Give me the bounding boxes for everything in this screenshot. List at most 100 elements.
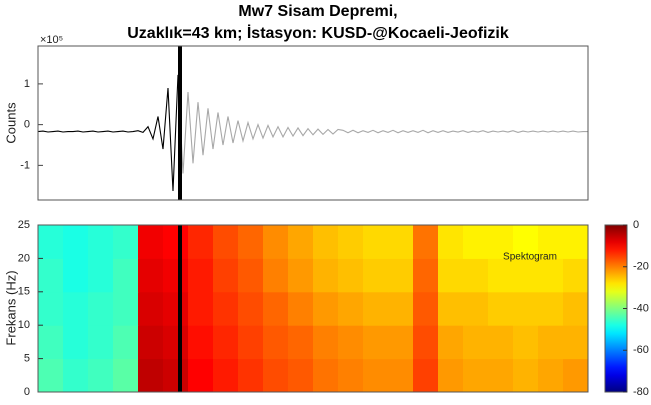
heatmap-cell [488, 325, 514, 360]
heatmap-cell [288, 325, 314, 360]
axes-box [37, 224, 589, 393]
heatmap-cell [563, 325, 589, 360]
heatmap-cell [313, 225, 339, 259]
heatmap-cell [63, 291, 89, 326]
heatmap-cell [238, 358, 264, 393]
y-axis-label: Frekans (Hz) [3, 270, 18, 345]
heatmap-cell [63, 358, 89, 393]
heatmap-cell [88, 325, 114, 360]
heatmap-cell [238, 325, 264, 360]
heatmap-cell [513, 291, 539, 326]
colorbar-tick-label: -60 [633, 344, 649, 356]
y-tick-label: 25 [18, 219, 30, 231]
heatmap-cell [238, 291, 264, 326]
heatmap-cell [213, 225, 239, 259]
heatmap-cell [363, 358, 389, 393]
heatmap-cell [513, 258, 539, 293]
heatmap-cell [438, 225, 464, 259]
heatmap-cell [488, 258, 514, 293]
y-tick-label: 0 [24, 119, 30, 131]
y-tick-label: 0 [24, 386, 30, 398]
heatmap-cell [188, 325, 214, 360]
heatmap-cell [138, 225, 164, 259]
plot-area [38, 46, 588, 200]
heatmap-cell [563, 358, 589, 393]
heatmap-cell [213, 358, 239, 393]
heatmap-cell [313, 258, 339, 293]
heatmap-cell [388, 325, 414, 360]
heatmap-cell [88, 358, 114, 393]
y-tick-label: 15 [18, 286, 30, 298]
heatmap-cell [363, 225, 389, 259]
heatmap-cell [38, 325, 64, 360]
heatmap-cell [288, 358, 314, 393]
heatmap-cell [163, 291, 189, 326]
heatmap-cell [538, 291, 564, 326]
heatmap-cell [263, 291, 289, 326]
chart-title: Mw7 Sisam Depremi, [238, 3, 397, 20]
heatmap-cell [138, 358, 164, 393]
annotation: Spektogram [503, 252, 557, 263]
heatmap-cell [38, 358, 64, 393]
colorbar-tick-label: -40 [633, 302, 649, 314]
colorbar-tick-label: -80 [633, 386, 649, 398]
heatmap-cell [263, 358, 289, 393]
heatmap-cell [463, 291, 489, 326]
heatmap-cell [213, 291, 239, 326]
heatmap-cell [163, 258, 189, 293]
heatmap-cell [538, 358, 564, 393]
heatmap-cell [338, 325, 364, 360]
heatmap-cell [538, 258, 564, 293]
heatmap-cell [513, 225, 539, 259]
heatmap-cell [263, 325, 289, 360]
heatmap-cell [338, 225, 364, 259]
heatmap-cell [288, 291, 314, 326]
heatmap-cell [488, 225, 514, 259]
heatmap-cell [538, 325, 564, 360]
waveform [177, 74, 588, 174]
heatmap-cell [88, 225, 114, 259]
heatmap-cell [113, 291, 139, 326]
heatmap-cell [338, 258, 364, 293]
heatmap-cell [63, 325, 89, 360]
heatmap-cell [488, 291, 514, 326]
heatmap-cell [563, 225, 589, 259]
heatmap-cell [313, 291, 339, 326]
y-tick-label: -1 [20, 159, 30, 171]
heatmap-cell [438, 325, 464, 360]
heatmap-cell [413, 358, 439, 393]
heatmap-cell [563, 258, 589, 293]
heatmap-cell [563, 291, 589, 326]
heatmap-cell [463, 225, 489, 259]
heatmap-cell [513, 358, 539, 393]
heatmap-cell [63, 225, 89, 259]
waveform [37, 74, 179, 192]
heatmap-cell [363, 258, 389, 293]
heatmap-cell [88, 291, 114, 326]
heatmap-cell [238, 258, 264, 293]
heatmap-cell [113, 258, 139, 293]
heatmap-cell [463, 358, 489, 393]
y-axis-label: Counts [3, 102, 18, 144]
chart-subtitle: Uzaklık=43 km; İstasyon: KUSD-@Kocaeli-J… [127, 24, 509, 42]
heatmap-cell [38, 225, 64, 259]
heatmap-cell [338, 291, 364, 326]
y-tick-label: 5 [24, 353, 30, 365]
heatmap-cell [438, 358, 464, 393]
heatmap-cell [138, 291, 164, 326]
heatmap-cell [438, 291, 464, 326]
heatmap-cell [463, 258, 489, 293]
heatmap-cell [313, 358, 339, 393]
heatmap-cell [188, 358, 214, 393]
heatmap-cell [363, 291, 389, 326]
heatmap-cell [188, 225, 214, 259]
heatmap-cell [188, 291, 214, 326]
heatmap-cell [288, 258, 314, 293]
y-tick-label: 10 [18, 319, 30, 331]
heatmap-cell [288, 225, 314, 259]
heatmap-cell [263, 258, 289, 293]
heatmap-cell [263, 225, 289, 259]
heatmap-cell [363, 325, 389, 360]
